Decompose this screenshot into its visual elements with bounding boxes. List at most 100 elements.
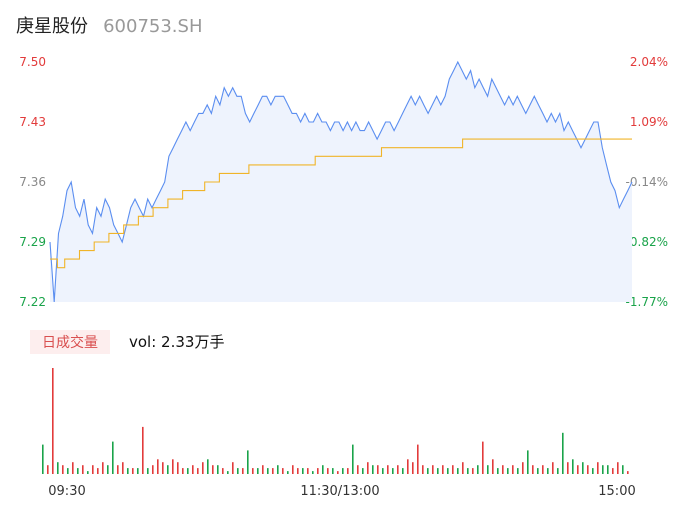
volume-bar (467, 468, 469, 474)
volume-summary: vol: 2.33万手 (129, 333, 224, 351)
volume-bar (352, 444, 354, 474)
volume-bar (492, 459, 494, 474)
volume-bar (127, 468, 129, 474)
volume-bar (367, 462, 369, 474)
percent-tick-label: 2.04% (630, 55, 668, 69)
volume-bar (92, 465, 94, 474)
volume-bar (572, 459, 574, 474)
volume-bar (67, 468, 69, 474)
volume-bar (222, 468, 224, 474)
volume-bar (517, 468, 519, 474)
volume-bar (47, 465, 49, 474)
volume-bar (302, 468, 304, 474)
volume-bar (187, 468, 189, 474)
volume-bar (497, 468, 499, 474)
volume-bar (597, 462, 599, 474)
volume-bar (212, 465, 214, 474)
volume-badge (30, 330, 110, 354)
volume-bar (487, 465, 489, 474)
volume-bar (342, 468, 344, 474)
volume-bar (242, 468, 244, 474)
volume-bar (167, 465, 169, 474)
volume-bar (612, 468, 614, 474)
volume-bar (317, 468, 319, 474)
volume-bar (287, 471, 289, 474)
volume-bar (262, 465, 264, 474)
volume-bar (577, 465, 579, 474)
volume-bar (312, 471, 314, 474)
volume-bar (137, 468, 139, 474)
volume-bar (322, 465, 324, 474)
volume-bar (277, 465, 279, 474)
volume-bar (197, 468, 199, 474)
volume-bar (217, 465, 219, 474)
volume-bar (297, 468, 299, 474)
volume-bar (77, 468, 79, 474)
price-tick-label: 7.43 (19, 115, 46, 129)
volume-bar (347, 468, 349, 474)
volume-bar (147, 468, 149, 474)
volume-bar (502, 465, 504, 474)
volume-bar (397, 465, 399, 474)
volume-bar (172, 459, 174, 474)
volume-bar (372, 465, 374, 474)
volume-bar (477, 465, 479, 474)
volume-bar (107, 465, 109, 474)
volume-bar (462, 462, 464, 474)
volume-bar (52, 368, 54, 474)
volume-bar (567, 462, 569, 474)
volume-bar (427, 468, 429, 474)
volume-bar (232, 462, 234, 474)
time-tick-label: 11:30/13:00 (300, 484, 379, 499)
volume-bar (157, 459, 159, 474)
volume-bar (252, 468, 254, 474)
volume-bar (547, 468, 549, 474)
price-area-fill (50, 62, 632, 302)
volume-bar (72, 462, 74, 474)
volume-bar (357, 465, 359, 474)
volume-bar (152, 465, 154, 474)
volume-bar (132, 468, 134, 474)
volume-bar (87, 471, 89, 474)
volume-bar (227, 471, 229, 474)
volume-bar (117, 465, 119, 474)
volume-bar (602, 465, 604, 474)
volume-bar (582, 462, 584, 474)
volume-bar (447, 468, 449, 474)
volume-bar (387, 465, 389, 474)
volume-bar (82, 465, 84, 474)
volume-bar (332, 468, 334, 474)
volume-bar (442, 465, 444, 474)
volume-bar (587, 465, 589, 474)
volume-bar (552, 462, 554, 474)
percent-tick-label: -1.77% (626, 295, 668, 309)
volume-bar (542, 465, 544, 474)
volume-bar (177, 462, 179, 474)
volume-bar (412, 462, 414, 474)
volume-bar (512, 465, 514, 474)
volume-bar (307, 468, 309, 474)
volume-bar (102, 462, 104, 474)
volume-bar (432, 465, 434, 474)
stock-name: 庚星股份 (16, 16, 88, 37)
volume-bar (377, 465, 379, 474)
volume-bar (407, 459, 409, 474)
volume-bar (112, 441, 114, 474)
volume-bar (122, 462, 124, 474)
volume-bar (417, 444, 419, 474)
volume-bar (257, 468, 259, 474)
percent-tick-label: 1.09% (630, 115, 668, 129)
volume-bar (532, 465, 534, 474)
volume-bar (527, 450, 529, 474)
volume-bar (617, 462, 619, 474)
volume-bar (382, 468, 384, 474)
volume-bar (97, 468, 99, 474)
volume-bar (607, 465, 609, 474)
volume-bar (247, 450, 249, 474)
price-line (49, 60, 633, 303)
volume-badge-label: 日成交量 (42, 334, 98, 351)
volume-bar (282, 468, 284, 474)
volume-bar (402, 468, 404, 474)
price-tick-label: 7.22 (19, 295, 46, 309)
volume-bar (272, 468, 274, 474)
